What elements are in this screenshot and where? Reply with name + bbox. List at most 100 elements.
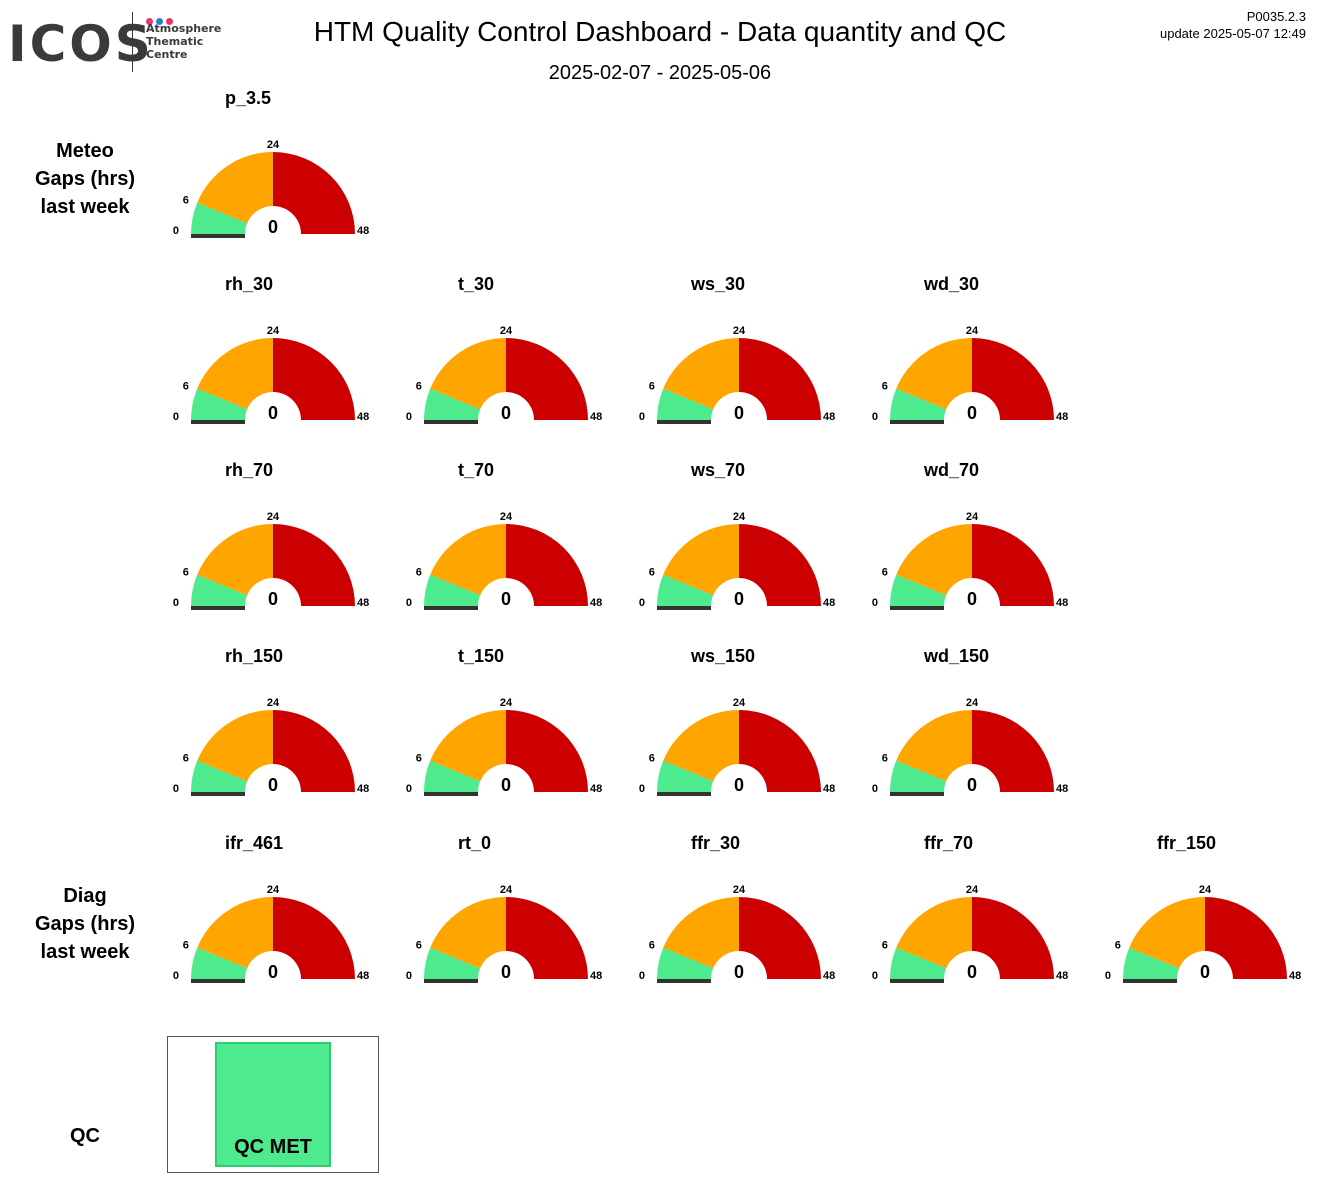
gauge-band-green [424, 574, 481, 606]
gauge-band-orange [1129, 896, 1205, 969]
gauge-tick-label: 24 [267, 325, 280, 337]
gauge-tick-label: 24 [500, 325, 513, 337]
gauge-band-green [1123, 947, 1180, 979]
gauge-title: ws_150 [690, 646, 755, 666]
logo-subtitle-line: Centre [146, 48, 188, 61]
gauge-band-green [424, 388, 481, 420]
gauge-ffr-150: ffr_150 0 0 6 24 48 [1105, 833, 1301, 983]
gauge-band-orange [430, 524, 506, 596]
gauge-wd-150: wd_150 0 0 6 24 48 [872, 646, 1068, 796]
gauge-title: ws_30 [690, 274, 745, 294]
gauge-tick-label: 6 [882, 381, 888, 393]
gauge-ffr-70: ffr_70 0 0 6 24 48 [872, 833, 1068, 983]
logo-brand: ICOS [8, 15, 154, 73]
gauge-band-orange [430, 896, 506, 969]
gauge-tick-label: 24 [267, 697, 280, 709]
gauge-tick-label: 0 [173, 225, 179, 237]
gauge-tick-label: 0 [872, 970, 878, 982]
gauge-tick-label: 6 [416, 940, 422, 952]
gauge-tick-label: 48 [357, 597, 369, 609]
gauge-title: t_30 [458, 274, 494, 294]
gauge-band-red [739, 897, 821, 979]
gauge-band-green [424, 947, 481, 979]
gauge-tick-label: 24 [966, 884, 979, 896]
gauge-value: 0 [268, 217, 278, 237]
gauge-band-green [890, 947, 947, 979]
qc-status-box: QC MET [215, 1042, 331, 1167]
gauge-band-orange [896, 524, 972, 596]
gauge-tick-label: 6 [882, 940, 888, 952]
gauge-band-red [1205, 897, 1287, 979]
gauge-tick-label: 0 [639, 411, 645, 423]
gauge-tick-label: 6 [882, 567, 888, 579]
gauge-tick-label: 24 [966, 325, 979, 337]
gauge-band-green [191, 388, 248, 420]
gauge-band-red [972, 338, 1054, 420]
gauge-ws-30: ws_30 0 0 6 24 48 [639, 274, 835, 424]
gauge-title: ffr_150 [1157, 833, 1216, 853]
row-label-line: last week [40, 941, 130, 963]
gauge-tick-label: 0 [406, 783, 412, 795]
gauge-title: rh_70 [225, 460, 273, 480]
gauge-title: ffr_30 [691, 833, 740, 853]
gauge-band-orange [663, 524, 739, 596]
gauge-value: 0 [734, 589, 744, 609]
gauge-band-orange [663, 710, 739, 782]
gauge-value: 0 [268, 403, 278, 423]
row-label-line: Meteo [56, 140, 114, 162]
gauge-tick-label: 48 [590, 970, 602, 982]
gauge-tick-label: 48 [1056, 783, 1068, 795]
row-label-line: last week [40, 196, 130, 218]
gauge-tick-label: 48 [590, 597, 602, 609]
gauge-band-green [657, 574, 714, 606]
qc-status-text: QC MET [234, 1136, 312, 1158]
gauge-band-red [972, 524, 1054, 606]
gauge-band-green [657, 388, 714, 420]
gauge-value: 0 [268, 962, 278, 982]
gauge-title: wd_150 [923, 646, 989, 666]
gauge-band-green [191, 760, 248, 792]
gauge-tick-label: 6 [183, 567, 189, 579]
gauge-band-green [889, 388, 947, 420]
gauge-band-orange [663, 338, 739, 410]
gauge-band-green [657, 947, 714, 979]
gauge-value: 0 [501, 962, 511, 982]
gauge-value: 0 [268, 589, 278, 609]
gauge-tick-label: 48 [1289, 970, 1301, 982]
gauge-wd-30: wd_30 0 0 6 24 48 [872, 274, 1068, 424]
gauge-tick-label: 0 [1105, 970, 1111, 982]
gauge-tick-label: 0 [406, 597, 412, 609]
row-label-diag: Diag Gaps (hrs) last week [0, 882, 170, 966]
gauge-band-red [739, 524, 821, 606]
gauge-tick-label: 24 [267, 511, 280, 523]
gauge-ws-150: ws_150 0 0 6 24 48 [639, 646, 835, 796]
gauge-rh-70: rh_70 0 0 6 24 48 [173, 460, 369, 610]
qc-panel: QC MET [167, 1036, 379, 1173]
row-label-line: Diag [63, 885, 107, 907]
icos-logo: ICOS Atmosphere Thematic Centre [8, 10, 238, 74]
gauge-title: ifr_461 [225, 833, 283, 853]
gauge-band-red [972, 710, 1054, 792]
gauge-tick-label: 0 [639, 970, 645, 982]
gauge-band-green [890, 574, 947, 606]
gauge-t-30: t_30 0 0 6 24 48 [406, 274, 602, 424]
gauge-ws-70: ws_70 0 0 6 24 48 [639, 460, 835, 610]
gauge-tick-label: 48 [1056, 597, 1068, 609]
gauge-title: ffr_70 [924, 833, 973, 853]
gauge-tick-label: 24 [966, 511, 979, 523]
gauge-band-orange [430, 710, 506, 782]
gauge-band-red [273, 710, 355, 792]
gauge-title: p_3.5 [225, 88, 271, 108]
gauge-tick-label: 0 [639, 597, 645, 609]
gauge-tick-label: 6 [649, 753, 655, 765]
gauge-value: 0 [1200, 962, 1210, 982]
gauge-tick-label: 6 [649, 567, 655, 579]
gauge-band-red [506, 338, 588, 420]
gauge-band-orange [197, 710, 273, 782]
gauge-band-red [972, 897, 1054, 979]
gauge-band-orange [896, 338, 972, 410]
gauge-ffr-30: ffr_30 0 0 6 24 48 [639, 833, 835, 983]
gauge-tick-label: 48 [590, 783, 602, 795]
gauge-tick-label: 24 [1199, 884, 1212, 896]
gauge-tick-label: 6 [416, 381, 422, 393]
